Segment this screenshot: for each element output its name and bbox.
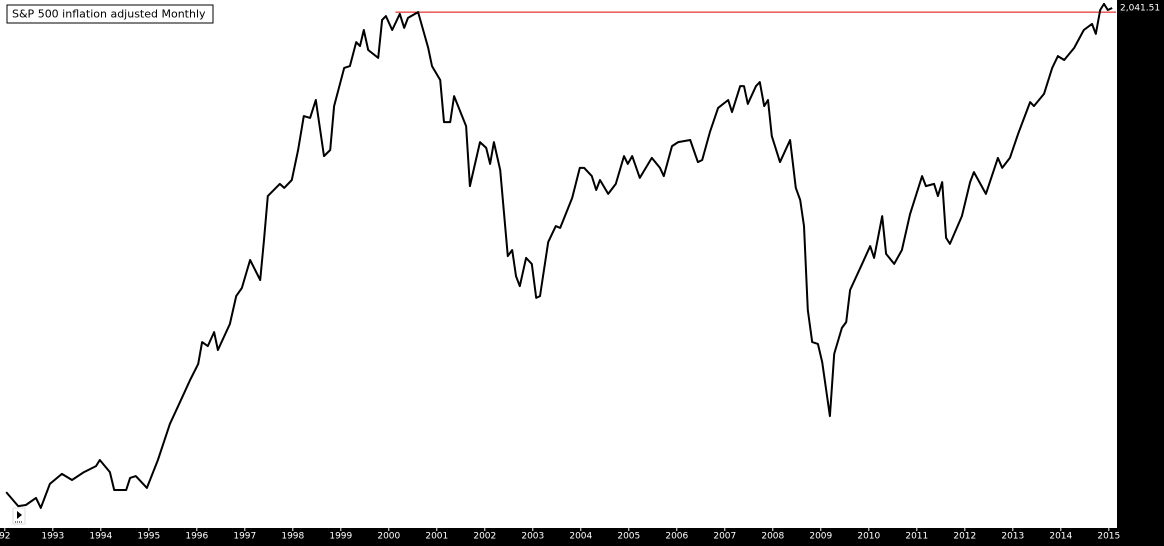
x-tick-label: 2011 bbox=[905, 532, 928, 542]
last-value-label: 2,041.51 bbox=[1120, 4, 1160, 14]
x-tick-label: 2006 bbox=[665, 532, 688, 542]
x-tick-label: 2002 bbox=[473, 532, 496, 542]
last-value-box bbox=[1117, 2, 1164, 15]
x-tick-label: 1995 bbox=[137, 532, 160, 542]
title-box bbox=[6, 4, 214, 24]
x-tick-label: 2010 bbox=[857, 532, 880, 542]
x-tick-label: 2001 bbox=[425, 532, 448, 542]
chart-title: S&P 500 inflation adjusted Monthly bbox=[12, 8, 206, 21]
x-tick-label: 1997 bbox=[233, 532, 256, 542]
x-tick-label: 1994 bbox=[89, 532, 112, 542]
price-line bbox=[5, 2, 1113, 509]
x-tick-label: 2015 bbox=[1097, 532, 1120, 542]
x-tick-label: 92 bbox=[0, 532, 11, 542]
x-tick-label: 2008 bbox=[761, 532, 784, 542]
x-tick-label: 1993 bbox=[41, 532, 64, 542]
x-tick-label: 1998 bbox=[281, 532, 304, 542]
x-tick-label: 2007 bbox=[713, 532, 736, 542]
x-tick-label: 2005 bbox=[617, 532, 640, 542]
x-tick-label: 2003 bbox=[521, 532, 544, 542]
x-tick-label: 2004 bbox=[569, 532, 592, 542]
x-tick-label: 2009 bbox=[809, 532, 832, 542]
play-icon bbox=[17, 511, 22, 519]
time-axis-panel bbox=[0, 528, 1164, 546]
x-tick-label: 1999 bbox=[329, 532, 352, 542]
x-tick-label: 2013 bbox=[1001, 532, 1024, 542]
x-tick-label: 2000 bbox=[377, 532, 400, 542]
x-tick-label: 1996 bbox=[185, 532, 208, 542]
x-tick-label: 2012 bbox=[953, 532, 976, 542]
price-axis-panel bbox=[1117, 0, 1164, 546]
x-tick-label: 2014 bbox=[1049, 532, 1072, 542]
